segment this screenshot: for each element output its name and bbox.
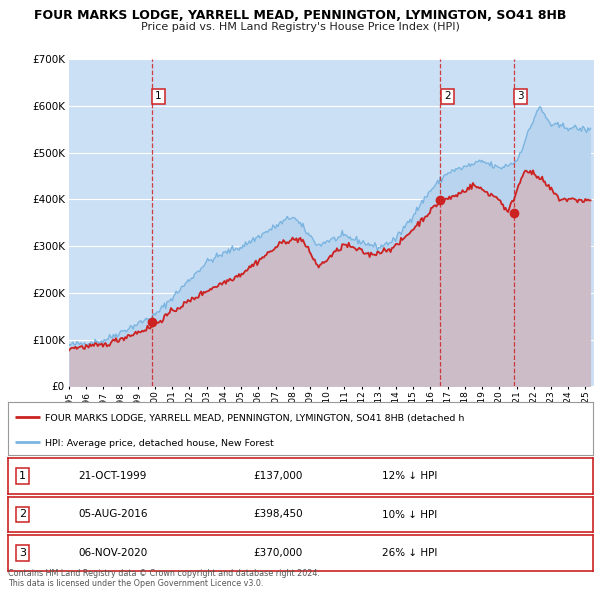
Text: 10% ↓ HPI: 10% ↓ HPI — [382, 510, 437, 519]
Text: FOUR MARKS LODGE, YARRELL MEAD, PENNINGTON, LYMINGTON, SO41 8HB (detached h: FOUR MARKS LODGE, YARRELL MEAD, PENNINGT… — [44, 414, 464, 423]
Text: £398,450: £398,450 — [254, 510, 303, 519]
Text: 3: 3 — [19, 548, 26, 558]
Text: 1: 1 — [155, 91, 162, 101]
Text: 12% ↓ HPI: 12% ↓ HPI — [382, 471, 437, 481]
Text: 26% ↓ HPI: 26% ↓ HPI — [382, 548, 437, 558]
Text: 1: 1 — [19, 471, 26, 481]
Text: 2: 2 — [444, 91, 451, 101]
Text: HPI: Average price, detached house, New Forest: HPI: Average price, detached house, New … — [44, 440, 274, 448]
Text: 21-OCT-1999: 21-OCT-1999 — [78, 471, 146, 481]
Text: 05-AUG-2016: 05-AUG-2016 — [78, 510, 148, 519]
Text: £137,000: £137,000 — [254, 471, 303, 481]
Text: £370,000: £370,000 — [254, 548, 303, 558]
Text: 3: 3 — [517, 91, 524, 101]
Text: 2: 2 — [19, 510, 26, 519]
Text: Contains HM Land Registry data © Crown copyright and database right 2024.
This d: Contains HM Land Registry data © Crown c… — [8, 569, 320, 588]
Text: 06-NOV-2020: 06-NOV-2020 — [78, 548, 147, 558]
Text: FOUR MARKS LODGE, YARRELL MEAD, PENNINGTON, LYMINGTON, SO41 8HB: FOUR MARKS LODGE, YARRELL MEAD, PENNINGT… — [34, 9, 566, 22]
Text: Price paid vs. HM Land Registry's House Price Index (HPI): Price paid vs. HM Land Registry's House … — [140, 22, 460, 32]
